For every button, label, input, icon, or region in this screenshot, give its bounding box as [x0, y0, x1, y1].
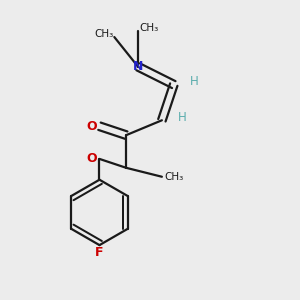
- Text: CH₃: CH₃: [94, 29, 114, 39]
- Text: O: O: [87, 120, 98, 133]
- Text: F: F: [95, 246, 104, 259]
- Text: N: N: [133, 60, 143, 73]
- Text: H: H: [178, 111, 187, 124]
- Text: CH₃: CH₃: [164, 172, 183, 182]
- Text: CH₃: CH₃: [139, 23, 158, 33]
- Text: H: H: [190, 75, 199, 88]
- Text: O: O: [87, 152, 98, 165]
